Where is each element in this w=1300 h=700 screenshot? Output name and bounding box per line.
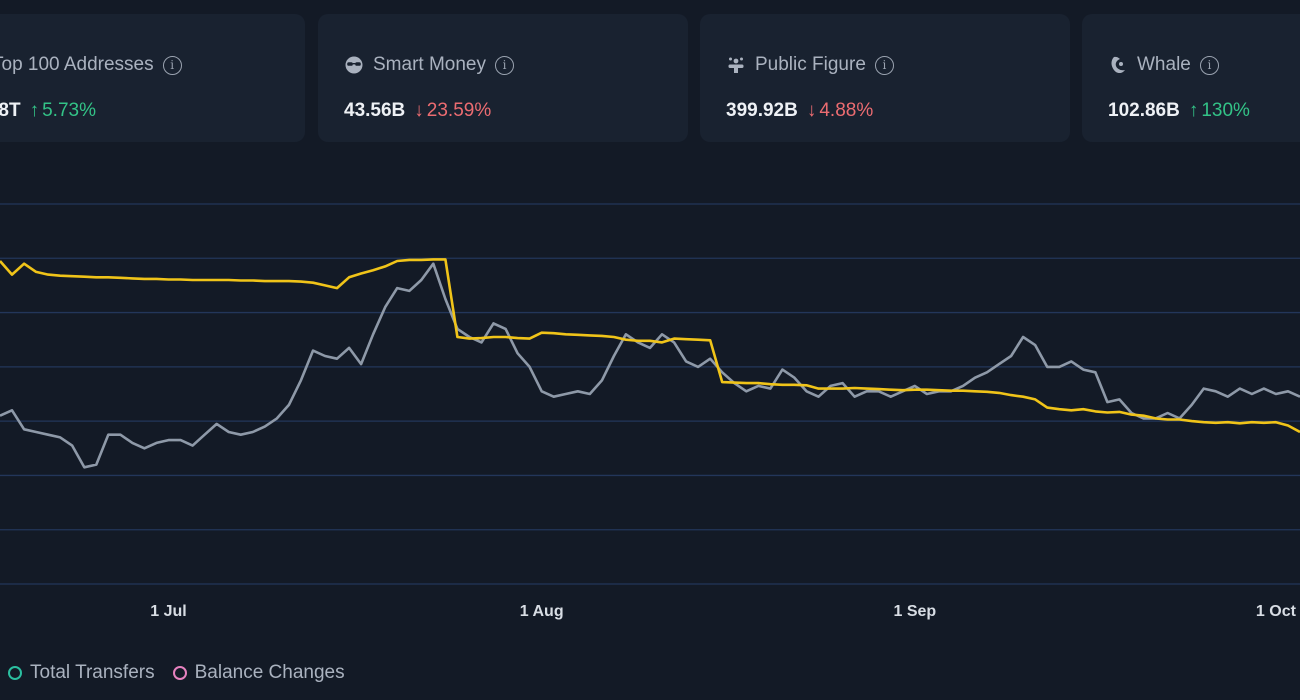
public-figure-card[interactable]: Public Figure i 399.92B ↓ 4.88% [700,14,1070,142]
arrow-up-icon: ↑ [29,100,40,121]
top-100-addresses-card[interactable]: Top 100 Addresses i 4.98T ↑ 5.73% [0,14,305,142]
x-tick-label: 1 Oct [1256,603,1297,620]
whale-icon [1108,55,1128,75]
public-figure-change: ↓ 4.88% [807,100,873,122]
chart-gridlines [0,203,1300,585]
top-100-addresses-title: Top 100 Addresses [0,54,154,75]
info-icon[interactable]: i [874,55,894,75]
smart-money-change-value: 23.59% [426,100,492,121]
public-figure-change-value: 4.88% [819,100,874,121]
smart-money-icon [344,55,364,75]
info-icon[interactable]: i [162,55,182,75]
x-tick-label: 1 Jul [150,603,186,620]
card-title-row: Smart Money i [344,54,514,76]
info-icon[interactable]: i [1199,55,1219,75]
arrow-down-icon: ↓ [414,100,424,121]
smart-money-change: ↓ 23.59% [414,100,491,122]
whale-card[interactable]: Whale i 102.86B ↑ 130% [1082,14,1300,142]
whale-value: 102.86B [1108,100,1180,121]
legend-item-balance-changes[interactable]: Balance Changes [172,662,345,684]
smart-money-card[interactable]: Smart Money i 43.56B ↓ 23.59% [318,14,688,142]
card-value-row: 399.92B ↓ 4.88% [726,100,873,122]
arrow-up-icon: ↑ [1188,100,1199,121]
chart-legend: Total Transfers Balance Changes [8,662,345,684]
x-tick-label: 1 Aug [520,603,564,620]
legend-circle-icon [172,666,187,680]
line-chart[interactable]: 1 Jul 1 Aug 1 Sep 1 Oct [0,150,1300,630]
public-figure-icon [726,55,746,75]
whale-title: Whale [1137,54,1191,75]
smart-money-value: 43.56B [344,100,406,121]
chart-series [0,258,1300,469]
top-100-addresses-change-value: 5.73% [42,100,96,121]
legend-item-total-transfers[interactable]: Total Transfers [8,662,155,684]
public-figure-value: 399.92B [726,100,798,121]
card-value-row: 4.98T ↑ 5.73% [0,100,96,122]
series-line-yellow[interactable] [0,258,1300,434]
x-tick-label: 1 Sep [893,603,936,620]
legend-label: Balance Changes [194,662,345,683]
x-axis-ticks: 1 Jul 1 Aug 1 Sep 1 Oct [150,603,1296,620]
info-icon[interactable]: i [494,55,514,75]
top-100-addresses-change: ↑ 5.73% [30,100,96,122]
top-100-addresses-value: 4.98T [0,100,21,121]
legend-label: Total Transfers [30,662,155,683]
smart-money-title: Smart Money [373,54,486,75]
card-title-row: Whale i [1108,54,1219,76]
public-figure-title: Public Figure [755,54,866,75]
series-line-gray[interactable] [0,262,1300,469]
card-value-row: 43.56B ↓ 23.59% [344,100,491,122]
arrow-down-icon: ↓ [806,100,817,121]
card-value-row: 102.86B ↑ 130% [1108,100,1250,122]
legend-circle-icon [8,666,22,680]
whale-change: ↑ 130% [1189,100,1250,122]
card-title-row: Top 100 Addresses i [0,54,182,76]
whale-change-value: 130% [1201,100,1250,121]
card-title-row: Public Figure i [726,54,894,76]
